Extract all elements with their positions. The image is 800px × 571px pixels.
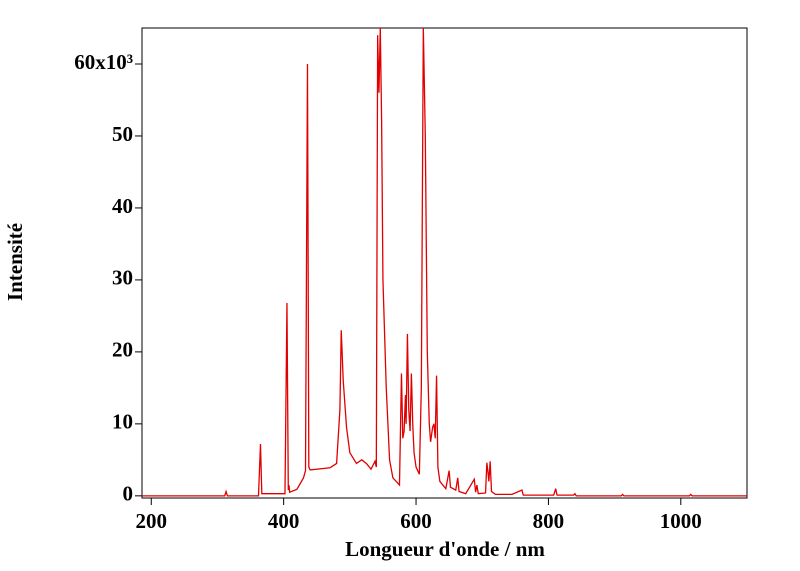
x-axis-label: Longueur d'onde / nm xyxy=(345,537,545,561)
spectrum-line xyxy=(142,28,747,497)
y-tick-label: 20 xyxy=(112,338,133,362)
x-tick-label: 400 xyxy=(268,509,300,533)
x-tick-label: 800 xyxy=(533,509,565,533)
y-tick-label: 60x10³ xyxy=(74,50,133,74)
y-axis-label: Intensité xyxy=(3,223,27,301)
x-tick-label: 1000 xyxy=(660,509,702,533)
y-tick-label: 30 xyxy=(112,266,133,290)
plot-frame xyxy=(141,27,748,499)
x-tick-label: 600 xyxy=(400,509,432,533)
y-tick-label: 50 xyxy=(112,122,133,146)
x-tick-label: 200 xyxy=(136,509,168,533)
y-tick-label: 10 xyxy=(112,410,133,434)
y-tick-label: 40 xyxy=(112,194,133,218)
y-tick-label: 0 xyxy=(123,482,134,506)
